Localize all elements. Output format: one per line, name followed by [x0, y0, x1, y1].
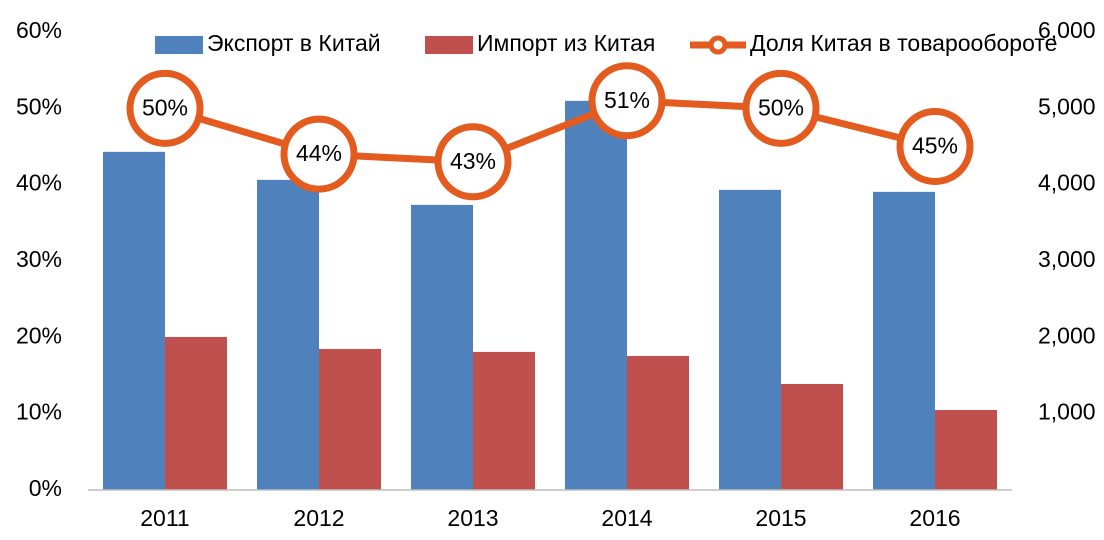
legend-label: Доля Китая в товарообороте [750, 30, 1057, 56]
bar [565, 100, 627, 491]
data-label: 43% [450, 148, 496, 174]
x-tick-label: 2015 [755, 505, 806, 531]
bar [319, 348, 381, 490]
bar [627, 355, 689, 490]
bar [473, 351, 535, 490]
y2-tick-label: 5,000 [1038, 93, 1096, 119]
line-marker [742, 69, 820, 147]
line-marker [588, 62, 666, 140]
legend-swatch [708, 35, 728, 55]
y2-tick-label: 2,000 [1038, 322, 1096, 348]
x-tick-label: 2011 [140, 505, 189, 531]
y-tick-label: 20% [16, 322, 62, 348]
line [164, 97, 936, 166]
data-label: 51% [604, 87, 650, 113]
y2-tick-label: 3,000 [1038, 246, 1096, 272]
data-label: 50% [758, 94, 804, 120]
y-tick-label: 0% [29, 475, 62, 501]
legend-label: Экспорт в Китай [207, 30, 381, 56]
line-marker [280, 115, 358, 193]
y-tick-label: 10% [16, 399, 62, 425]
line-marker [434, 123, 512, 201]
x-tick-label: 2016 [909, 505, 960, 531]
bar [719, 189, 781, 490]
data-label: 44% [296, 140, 342, 166]
data-label: 50% [142, 94, 188, 120]
legend-swatch [155, 36, 203, 54]
bar [935, 410, 997, 490]
x-tick-label: 2013 [447, 505, 498, 531]
y2-tick-label: 4,000 [1038, 170, 1096, 196]
bar [411, 204, 473, 490]
y-tick-label: 30% [16, 246, 62, 272]
y-tick-label: 50% [16, 93, 62, 119]
bar [103, 151, 165, 491]
y-tick-label: 60% [16, 17, 62, 43]
x-tick-label: 2012 [293, 505, 344, 531]
bar [873, 191, 935, 491]
line-marker [126, 69, 204, 147]
y-tick-label: 40% [16, 170, 62, 196]
bar [257, 179, 319, 490]
bar [165, 336, 227, 490]
bar [781, 383, 843, 490]
legend-swatch [425, 36, 473, 54]
line-marker [896, 108, 974, 185]
data-label: 45% [912, 133, 958, 159]
x-tick-label: 2014 [601, 505, 652, 531]
y2-tick-label: 6,000 [1038, 17, 1096, 43]
y2-tick-label: 1,000 [1038, 399, 1096, 425]
legend-label: Импорт из Китая [477, 30, 655, 56]
